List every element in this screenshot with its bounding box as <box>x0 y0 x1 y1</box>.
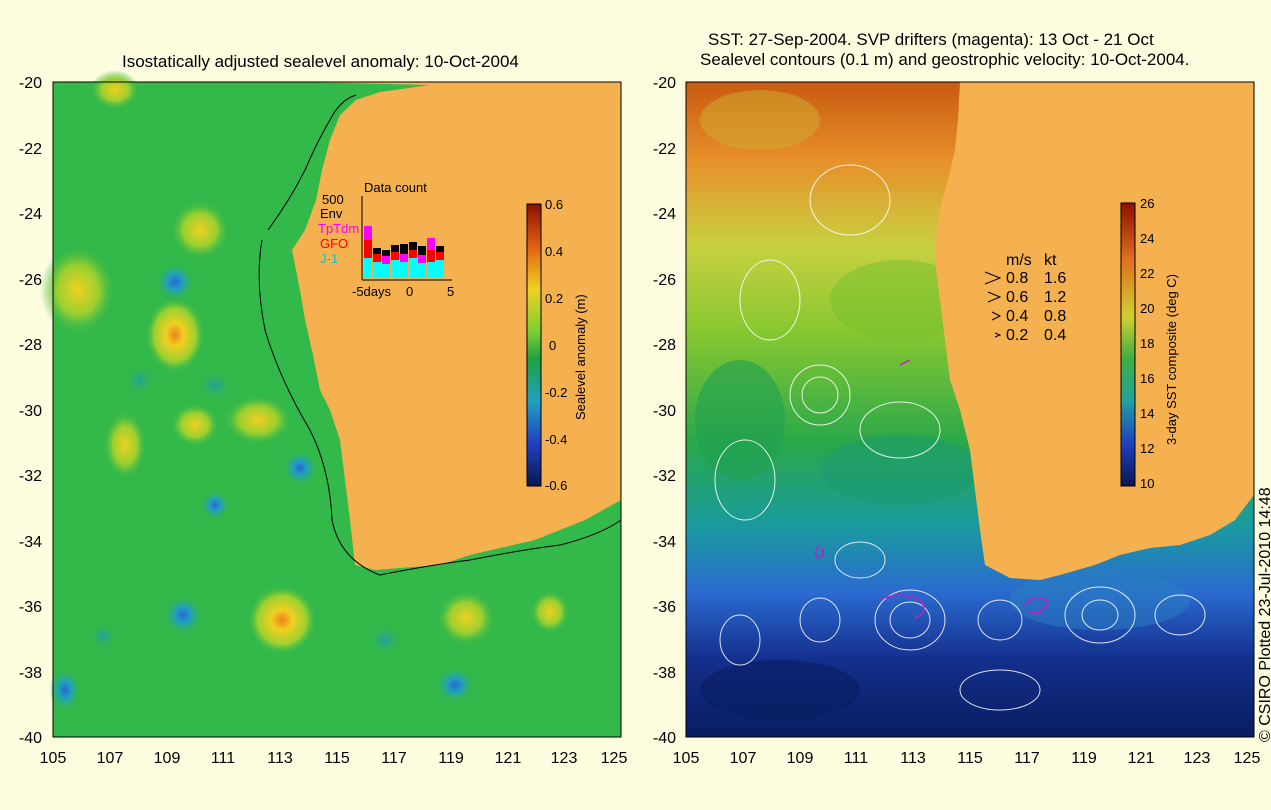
left-x-tick: 105 <box>40 750 67 767</box>
right-y-tick: -36 <box>653 599 676 616</box>
right-x-tick: 123 <box>1184 750 1211 767</box>
left-x-tick: 115 <box>324 750 350 767</box>
velocity-key-kt: 1.2 <box>1044 289 1066 306</box>
sst-colorbar: 26 24 22 20 18 16 14 12 10 3-day SST com… <box>1120 196 1179 491</box>
inset-legend-tptdm: TpTdm <box>318 221 359 236</box>
left-y-tick: -24 <box>19 206 42 223</box>
right-y-tick: -40 <box>653 730 676 747</box>
right-y-tick: -38 <box>653 665 676 682</box>
left-y-tick: -38 <box>19 665 42 682</box>
inset-x-label-zero: 0 <box>406 284 413 299</box>
sla-colorbar-label: Sealevel anomaly (m) <box>573 294 588 420</box>
right-y-tick: -24 <box>653 206 676 223</box>
left-y-tick: -20 <box>19 75 42 92</box>
sst-tick: 26 <box>1140 196 1154 211</box>
velocity-key-ms: 0.2 <box>1006 327 1028 344</box>
sla-tick: 0 <box>549 338 556 353</box>
right-y-tick: -34 <box>653 534 676 551</box>
left-panel-title: Isostatically adjusted sealevel anomaly:… <box>122 52 519 71</box>
right-x-tick: 121 <box>1128 750 1155 767</box>
data-count-inset: Data count 500 Env TpTdm GFO J-1 -5days … <box>318 180 454 299</box>
right-land <box>935 82 1254 580</box>
left-x-tick: 121 <box>495 750 522 767</box>
right-x-tick: 107 <box>730 750 757 767</box>
right-x-tick: 109 <box>787 750 814 767</box>
right-x-tick: 115 <box>957 750 983 767</box>
sla-colorbar: 0.6 0.4 0.2 0 -0.2 -0.4 -0.6 Sealevel an… <box>526 197 588 493</box>
right-y-tick: -26 <box>653 272 676 289</box>
left-y-tick: -34 <box>19 534 42 551</box>
right-y-axis: -20 -22 -24 -26 -28 -30 -32 -34 -36 -38 … <box>653 75 676 747</box>
right-x-tick: 117 <box>1014 750 1040 767</box>
inset-max-label: 500 <box>322 192 344 207</box>
sla-tick: 0.6 <box>545 197 563 212</box>
velocity-key-kt: 1.6 <box>1044 270 1066 287</box>
left-y-tick: -36 <box>19 599 42 616</box>
right-y-tick: -22 <box>653 141 676 158</box>
velocity-key-header-kt: kt <box>1044 252 1057 269</box>
sst-colorbar-label: 3-day SST composite (deg C) <box>1164 274 1179 445</box>
right-x-tick: 105 <box>673 750 700 767</box>
inset-bars <box>364 226 444 278</box>
sst-tick: 18 <box>1140 336 1154 351</box>
velocity-key-ms: 0.6 <box>1006 289 1028 306</box>
sla-tick: -0.6 <box>545 478 567 493</box>
left-x-tick: 113 <box>267 750 293 767</box>
sla-tick: 0.4 <box>545 244 563 259</box>
sst-tick: 14 <box>1140 406 1154 421</box>
left-x-tick: 111 <box>211 750 235 767</box>
inset-legend-j1: J-1 <box>320 251 338 266</box>
left-x-tick: 107 <box>97 750 124 767</box>
left-x-tick: 125 <box>601 750 628 767</box>
left-x-tick: 109 <box>154 750 181 767</box>
left-x-tick: 123 <box>551 750 578 767</box>
credit-text: © CSIRO Plotted 23-Jul-2010 14:48 <box>1257 487 1271 742</box>
left-y-tick: -28 <box>19 337 42 354</box>
right-x-tick: 113 <box>900 750 926 767</box>
inset-legend-gfo: GFO <box>320 236 348 251</box>
svp-drifter-tracks <box>814 359 1049 619</box>
sst-tick: 16 <box>1140 371 1154 386</box>
right-y-tick: -20 <box>653 75 676 92</box>
right-x-tick: 111 <box>844 750 868 767</box>
sla-tick: -0.2 <box>545 385 567 400</box>
velocity-key-header-ms: m/s <box>1006 252 1032 269</box>
left-y-tick: -32 <box>19 468 42 485</box>
right-y-tick: -28 <box>653 337 676 354</box>
velocity-key: m/s kt 0.8 1.6 0.6 1.2 0.4 0.8 0.2 0.4 <box>984 252 1066 344</box>
left-x-tick: 119 <box>438 750 464 767</box>
inset-title: Data count <box>364 180 427 195</box>
sla-tick: -0.4 <box>545 432 567 447</box>
sla-tick: 0.2 <box>545 291 563 306</box>
velocity-key-kt: 0.8 <box>1044 308 1066 325</box>
sst-tick: 22 <box>1140 266 1154 281</box>
velocity-key-ms: 0.8 <box>1006 270 1028 287</box>
left-y-tick: -30 <box>19 403 42 420</box>
left-y-tick: -40 <box>19 730 42 747</box>
left-x-axis: 105 107 109 111 113 115 117 119 121 123 … <box>40 750 628 767</box>
right-map <box>685 81 1255 738</box>
left-y-axis: -20 -22 -24 -26 -28 -30 -32 -34 -36 -38 … <box>19 75 42 747</box>
right-y-tick: -32 <box>653 468 676 485</box>
inset-legend-env: Env <box>320 206 343 221</box>
right-x-tick: 119 <box>1071 750 1097 767</box>
velocity-key-kt: 0.4 <box>1044 327 1066 344</box>
inset-x-label-start: -5days <box>352 284 392 299</box>
right-x-tick: 125 <box>1234 750 1261 767</box>
right-panel-title-line1: SST: 27-Sep-2004. SVP drifters (magenta)… <box>708 30 1154 49</box>
sst-tick: 12 <box>1140 441 1154 456</box>
sst-tick: 20 <box>1140 301 1154 316</box>
inset-x-label-end: 5 <box>447 284 454 299</box>
right-y-tick: -30 <box>653 403 676 420</box>
left-y-tick: -26 <box>19 272 42 289</box>
left-x-tick: 117 <box>381 750 407 767</box>
left-y-tick: -22 <box>19 141 42 158</box>
velocity-key-ms: 0.4 <box>1006 308 1028 325</box>
sst-tick: 24 <box>1140 231 1154 246</box>
sst-tick: 10 <box>1140 476 1154 491</box>
right-x-axis: 105 107 109 111 113 115 117 119 121 123 … <box>673 750 1261 767</box>
right-panel-title-line2: Sealevel contours (0.1 m) and geostrophi… <box>700 50 1190 69</box>
